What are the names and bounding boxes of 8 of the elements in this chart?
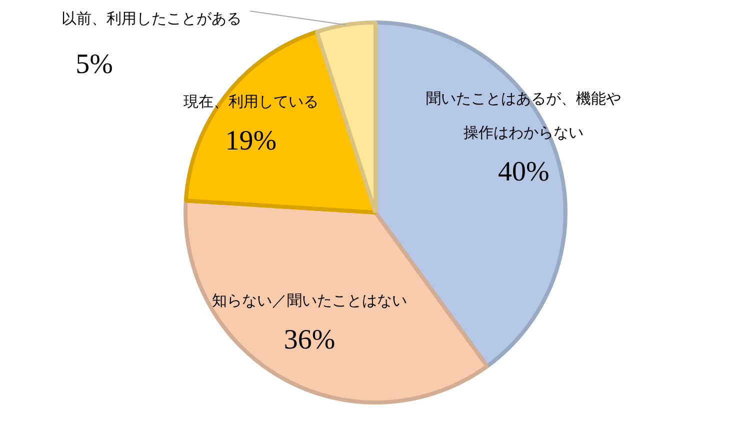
slice-label: 現在、利用している xyxy=(183,92,318,111)
data-label: 19% xyxy=(225,125,277,156)
slice-label: 以前、利用したことがある xyxy=(61,10,242,28)
data-label: 36% xyxy=(284,324,336,356)
slice-label: 聞いたことはあるが、機能や操作はわからない xyxy=(426,89,622,142)
slice-label: 知らない／聞いたことはない xyxy=(212,292,408,310)
data-label: 5% xyxy=(76,48,113,80)
data-label: 40% xyxy=(498,156,550,188)
